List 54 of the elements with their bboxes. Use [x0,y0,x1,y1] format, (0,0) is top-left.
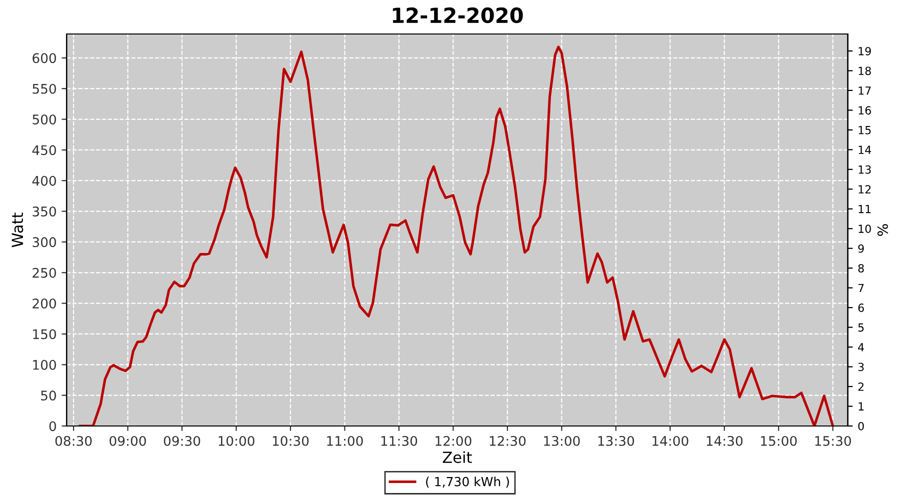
y2-tick-label: 14 [858,146,872,154]
y-tick-label: 0 [49,421,56,432]
y2-tick-label: 11 [858,205,871,214]
y2-tick-label: 10 [858,224,871,233]
line-series [78,46,834,426]
x-tick-label: 12:00 [436,436,472,446]
y-axis-title: Watt [12,212,24,248]
y2-tick-label: 4 [858,343,864,352]
y2-axis-title: % [877,224,888,236]
x-tick-label: 14:00 [652,436,688,446]
y2-tick-label: 12 [858,185,871,194]
y2-tick-label: 15 [858,126,871,134]
y-tick-label: 150 [33,329,56,340]
y2-tick-label: 2 [858,382,864,391]
y-tick-label: 50 [41,390,56,401]
y-tick-label: 450 [32,145,56,156]
y2-tick-label: 7 [858,284,864,292]
y2-tick-label: 16 [858,106,871,115]
x-tick-label: 11:30 [381,436,418,446]
y-tick-label: 350 [32,206,56,216]
y2-tick-label: 5 [858,323,864,332]
x-tick-label: 13:30 [598,436,634,446]
y2-tick-label: 6 [858,304,864,312]
chart-title: 12-12-2020 [392,7,523,24]
x-tick-label: 11:00 [327,436,363,446]
y2-tick-label: 0 [858,422,864,430]
y-tick-label: 600 [32,53,56,64]
y-tick-label: 550 [32,84,56,94]
y2-tick-label: 3 [858,362,864,372]
y2-tick-label: 1 [858,402,864,410]
x-tick-label: 13:00 [544,436,580,446]
y2-tick-label: 19 [858,46,871,56]
x-tick-label: 08:30 [55,436,92,446]
x-tick-label: 10:00 [218,436,254,446]
y-tick-label: 100 [33,360,56,370]
x-tick-label: 09:00 [110,436,146,446]
x-tick-label: 15:00 [761,436,797,446]
x-tick-label: 15:30 [815,436,851,446]
y-tick-label: 400 [32,176,56,186]
y-tick-label: 300 [32,237,56,248]
x-tick-label: 10:30 [272,436,309,446]
x-tick-label: 12:30 [490,436,526,446]
x-tick-label: 14:30 [706,436,742,446]
x-tick-label: 09:30 [164,436,200,446]
y2-tick-label: 9 [858,244,864,253]
y-tick-label: 250 [32,268,56,278]
legend-label: ( 1,730 kWh ) [426,476,509,488]
y2-tick-label: 8 [858,264,864,272]
y2-tick-label: 18 [858,66,871,76]
y-tick-label: 200 [32,298,56,309]
x-axis-title: Zeit [442,451,472,464]
y2-tick-label: 13 [858,165,871,174]
y2-tick-label: 17 [858,86,871,95]
y-tick-label: 500 [32,114,56,124]
